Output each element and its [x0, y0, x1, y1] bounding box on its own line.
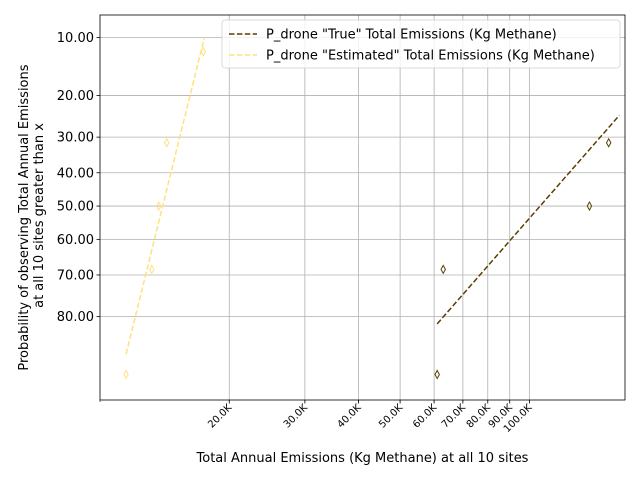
legend-box: [221, 19, 621, 69]
series-0-point: [434, 369, 440, 380]
series-1-point: [200, 46, 207, 57]
series-1-point: [123, 369, 129, 380]
x-tick-label: 60.0K: [411, 402, 439, 430]
y-axis: 10.00 20.00 30.00 40.00 50.00 60.00 70.00 80.00: [57, 31, 100, 325]
series-0-point: [605, 137, 612, 148]
x-tick-label: 30.0K: [282, 402, 310, 430]
series-1-point: [155, 201, 162, 212]
legend-label-0: P_drone "True" Total Emissions (Kg Metha…: [266, 28, 557, 43]
x-axis-label: Total Annual Emissions (Kg Methane) at a…: [196, 451, 529, 466]
y-axis-label-line-2: at all 10 sites greater than x: [32, 123, 47, 308]
y-tick-label: 30.00: [57, 131, 94, 146]
series-1-fit-line: [125, 37, 206, 355]
y-tick-label: 80.00: [57, 310, 94, 325]
y-tick-label: 50.00: [57, 200, 94, 215]
series-1-point: [149, 264, 155, 275]
y-tick-label: 70.00: [57, 268, 94, 283]
series-0-point: [440, 264, 446, 275]
x-axis: 20.0K 30.0K 40.0K 50.0K 60.0K 70.0K80.0K90.0K…: [99, 400, 535, 435]
y-axis-label: Probability of observing Total Annual Em…: [17, 60, 47, 370]
x-tick-label: 70.0K: [440, 402, 468, 430]
x-tick-label: 20.0K: [206, 402, 234, 430]
plot-frame: [99, 14, 626, 401]
x-tick-label: 40.0K: [335, 402, 363, 430]
y-axis-label-line-1: Probability of observing Total Annual Em…: [17, 64, 32, 370]
grid: [100, 15, 625, 400]
series-1-point: [163, 137, 170, 148]
series-1: [123, 37, 207, 380]
y-tick-label: 20.00: [57, 89, 94, 104]
y-tick-label: 10.00: [57, 31, 94, 46]
series-0: [434, 114, 620, 380]
series-0-point: [586, 201, 593, 212]
series-layer: [123, 37, 620, 380]
y-tick-label: 40.00: [57, 166, 94, 181]
legend-label-1: P_drone "Estimated" Total Emissions (Kg …: [266, 49, 595, 64]
legend: P_drone "True" Total Emissions (Kg Metha…: [221, 19, 621, 69]
x-tick-label: 50.0K: [377, 402, 405, 430]
y-tick-label: 60.00: [57, 233, 94, 248]
series-0-fit-line: [436, 114, 620, 325]
